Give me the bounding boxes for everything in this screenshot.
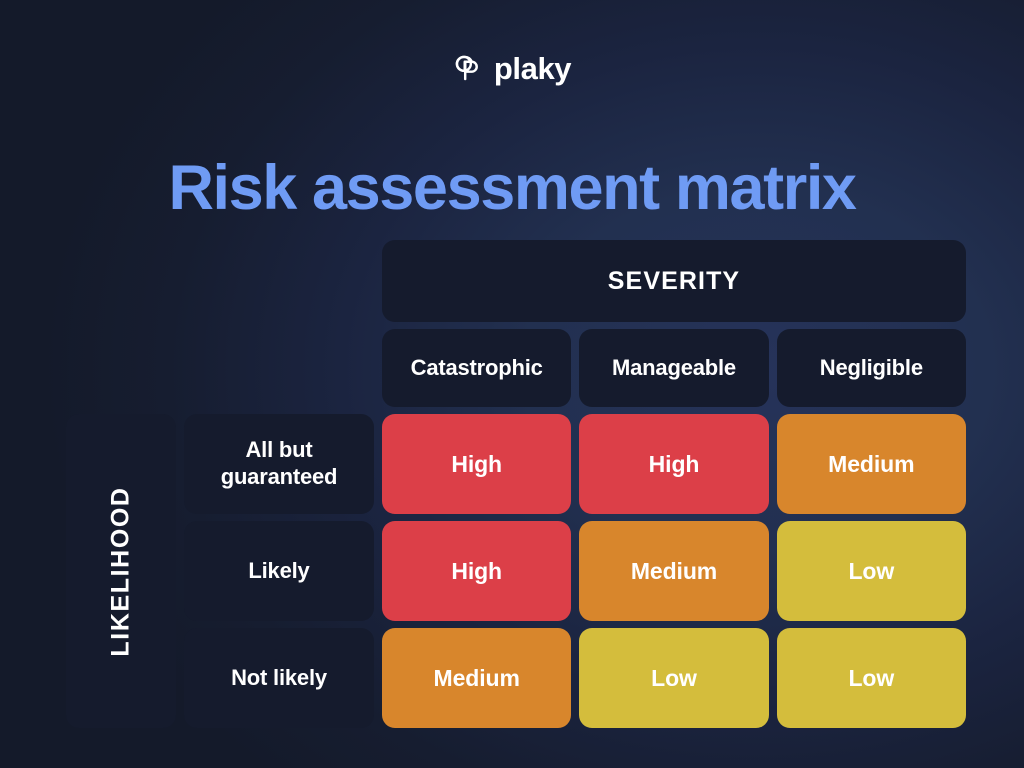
risk-cell[interactable]: Low: [579, 628, 769, 728]
brand-lockup: plaky: [0, 48, 1024, 88]
risk-cell[interactable]: High: [579, 414, 769, 514]
likelihood-axis-header: LIKELIHOOD: [66, 414, 176, 728]
risk-cell[interactable]: Low: [776, 521, 966, 621]
likelihood-row-header-likely: Likely: [184, 521, 374, 621]
risk-cell[interactable]: Medium: [776, 414, 966, 514]
likelihood-row-header-all-but-guaranteed: All but guaranteed: [184, 414, 374, 514]
likelihood-row-header-not-likely: Not likely: [184, 628, 374, 728]
severity-column-header-catastrophic: Catastrophic: [382, 329, 572, 407]
risk-cell[interactable]: High: [382, 414, 572, 514]
likelihood-axis-label: LIKELIHOOD: [106, 485, 135, 657]
page-title: Risk assessment matrix: [168, 153, 857, 224]
plaky-logo-icon: [455, 55, 478, 81]
risk-assessment-matrix: SEVERITY Catastrophic Manageable Negligi…: [66, 240, 966, 728]
risk-cell[interactable]: Medium: [579, 521, 769, 621]
risk-cell[interactable]: Low: [776, 628, 966, 728]
risk-cell[interactable]: Medium: [382, 628, 572, 728]
severity-axis-header: SEVERITY: [382, 240, 966, 322]
risk-cell[interactable]: High: [382, 521, 572, 621]
brand-name: plaky: [493, 50, 572, 86]
severity-column-header-negligible: Negligible: [776, 329, 966, 407]
severity-column-header-manageable: Manageable: [579, 329, 769, 407]
